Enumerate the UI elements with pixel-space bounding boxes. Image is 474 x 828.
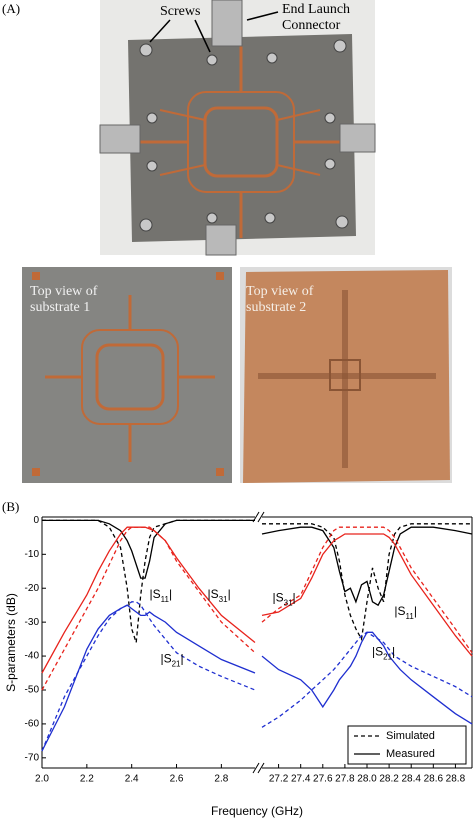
- y-axis-label: S-parameters (dB): [4, 593, 18, 692]
- y-tick-label: -60: [25, 719, 40, 730]
- y-tick-label: 0: [33, 515, 39, 526]
- photo-label: Screws: [160, 4, 200, 19]
- photo-label: Top view of substrate 2: [246, 284, 314, 315]
- y-tick-label: -70: [25, 752, 40, 763]
- series-line: [41, 601, 256, 752]
- annotation: |S11|: [150, 587, 173, 603]
- annotation: |S31|: [208, 587, 231, 603]
- axis-break: [252, 511, 260, 523]
- axis-break: [257, 511, 265, 523]
- annotation: |S21|: [372, 645, 395, 661]
- series-line: [261, 526, 473, 607]
- series-line: [42, 519, 255, 579]
- annotation: |S31|: [273, 591, 296, 607]
- series-line: [261, 526, 473, 654]
- legend-label: Measured: [386, 748, 435, 760]
- x-tick-label: 28.4: [401, 774, 421, 785]
- photo-label: End Launch Connector: [282, 2, 351, 33]
- series-line: [42, 519, 255, 643]
- photo-substrate-2: [240, 267, 452, 483]
- x-tick-label: 28.8: [446, 774, 466, 785]
- y-tick-label: -50: [25, 685, 40, 696]
- annotation: |S21|: [160, 652, 183, 668]
- photo-label: Top view of substrate 1: [30, 284, 98, 315]
- series-line: [262, 523, 472, 642]
- panel-label: (A): [2, 1, 20, 16]
- legend-box: [347, 725, 467, 765]
- x-tick-label: 27.6: [313, 774, 333, 785]
- axis-break: [252, 762, 260, 774]
- x-tick-label: 27.2: [269, 774, 289, 785]
- series-line: [41, 526, 256, 674]
- x-axis-label: Frequency (GHz): [211, 804, 303, 818]
- x-tick-label: 28.6: [424, 774, 444, 785]
- x-tick-label: 2.0: [35, 774, 49, 785]
- x-tick-label: 28.0: [357, 774, 377, 785]
- axis-break: [257, 762, 265, 774]
- series-line: [261, 533, 473, 657]
- y-tick-label: -10: [25, 549, 40, 560]
- panel-label: (B): [2, 499, 19, 514]
- y-tick-label: -30: [25, 617, 40, 628]
- series-line: [41, 526, 256, 691]
- x-tick-label: 2.8: [214, 774, 228, 785]
- x-tick-label: 2.2: [80, 774, 94, 785]
- photo-assembled-board: [99, 0, 376, 256]
- x-tick-label: 2.6: [170, 774, 184, 785]
- x-tick-label: 2.4: [125, 774, 139, 785]
- y-tick-label: -20: [25, 583, 40, 594]
- x-tick-label: 27.4: [291, 774, 311, 785]
- series-line: [261, 631, 473, 725]
- photo-substrate-1: [22, 267, 232, 483]
- annotation: |S11|: [394, 604, 417, 620]
- x-tick-label: 28.2: [379, 774, 399, 785]
- y-tick-label: -40: [25, 651, 40, 662]
- x-tick-label: 27.8: [335, 774, 355, 785]
- series-line: [41, 604, 256, 752]
- series-line: [261, 631, 473, 728]
- legend-label: Simulated: [386, 730, 435, 742]
